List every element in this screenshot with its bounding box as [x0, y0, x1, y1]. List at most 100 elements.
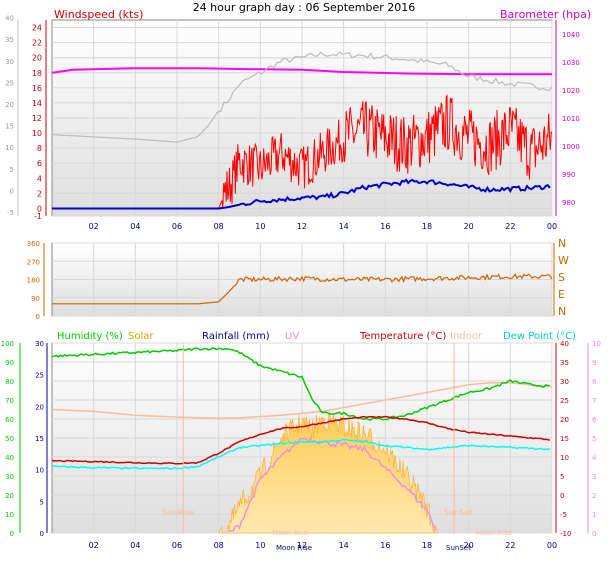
wind-tick: 24 — [32, 24, 42, 33]
dir-compass-label: W — [558, 254, 569, 267]
humidity-tick: 50 — [5, 435, 14, 443]
uv-tick: 8 — [592, 378, 596, 386]
humidity-tick: 60 — [5, 416, 14, 424]
moonrise-label-2: Moon Rise — [476, 529, 512, 537]
indoor-line — [51, 382, 553, 419]
wind-tick: 14 — [32, 99, 42, 108]
dir-tick: 360 — [27, 240, 40, 248]
x-tick: 02 — [89, 541, 99, 550]
uv-tick: 4 — [592, 454, 597, 462]
gust-line — [51, 51, 553, 143]
humidity-tick: 30 — [5, 473, 14, 481]
dewpoint-line — [51, 438, 551, 470]
legend-dewpoint: Dew Point (°C) — [503, 331, 576, 342]
baro-tick: 1020 — [562, 87, 580, 95]
dir-tick: 0 — [36, 313, 40, 321]
x-tick: 04 — [130, 541, 140, 550]
sunrise-label: SunRise — [162, 508, 194, 517]
legend-humidity: Humidity (%) — [57, 331, 123, 342]
legend-temperature: Temperature (°C) — [359, 331, 446, 342]
temp-tick: 40 — [560, 340, 569, 348]
temp-tick: 15 — [560, 435, 569, 443]
uv-tick: 3 — [592, 473, 596, 481]
x-tick: 02 — [89, 222, 99, 231]
humidity-tick: 70 — [5, 397, 14, 405]
dir-compass-label: S — [558, 271, 565, 284]
x-tick: 14 — [339, 541, 349, 550]
x-tick: 18 — [422, 541, 432, 550]
wind-tick: 12 — [32, 114, 42, 123]
sunset-label: SunSet — [444, 508, 472, 517]
x-tick: 12 — [297, 222, 307, 231]
wind-tick: 8 — [37, 144, 42, 153]
baro-title: Barometer (hpa) — [500, 8, 591, 21]
x-tick: 16 — [380, 541, 390, 550]
wind-direction-line — [52, 272, 553, 305]
wind-tick: 6 — [37, 159, 42, 168]
humidity-tick: 10 — [5, 511, 14, 519]
rain-tick: 10 — [35, 467, 44, 475]
uv-tick: 1 — [592, 511, 596, 519]
uv-tick: 0 — [592, 530, 596, 538]
x-tick: 04 — [130, 222, 140, 231]
wind-tick: 18 — [32, 69, 42, 78]
temperature-line — [51, 415, 551, 465]
uv-tick: 7 — [592, 397, 596, 405]
gust-tick: 5 — [10, 166, 14, 174]
dir-compass-label: N — [558, 305, 566, 318]
uv-tick: 9 — [592, 359, 596, 367]
humidity-tick: 90 — [5, 359, 14, 367]
wind-tick: -1 — [34, 212, 42, 221]
temp-tick: 10 — [560, 454, 569, 462]
x-tick: 10 — [255, 222, 265, 231]
wind-tick: 2 — [37, 189, 42, 198]
x-tick: 20 — [464, 222, 474, 231]
baro-tick: 1010 — [562, 115, 580, 123]
x-tick: 06 — [172, 541, 182, 550]
temp-tick: 5 — [560, 473, 564, 481]
gust-tick: 0 — [10, 187, 14, 195]
humidity-tick: 80 — [5, 378, 14, 386]
wind-tick: 20 — [32, 54, 42, 63]
dir-compass-label: N — [558, 237, 566, 250]
temp-tick: 25 — [560, 397, 569, 405]
rain-tick: 20 — [35, 403, 44, 411]
dir-tick: 270 — [27, 258, 40, 266]
x-tick: 22 — [505, 222, 515, 231]
uv-tick: 6 — [592, 416, 597, 424]
x-tick: 10 — [255, 541, 265, 550]
humidity-tick: 0 — [10, 530, 14, 538]
gust-tick: 35 — [5, 36, 14, 44]
x-tick: 06 — [172, 222, 182, 231]
gust-tick: 40 — [5, 15, 14, 23]
x-tick: 20 — [464, 541, 474, 550]
temp-tick: -5 — [560, 511, 567, 519]
uv-tick: 10 — [592, 340, 601, 348]
baro-tick: 980 — [562, 199, 575, 207]
uv-tick: 2 — [592, 492, 596, 500]
moonrise-bottom-label: Moon Rise — [276, 544, 312, 552]
temperature-panel: Humidity (%) Solar Rainfall (mm) UV Temperat… — [1, 331, 601, 552]
x-tick: 22 — [505, 541, 515, 550]
uv-line — [228, 437, 436, 533]
dir-compass-label: E — [558, 288, 565, 301]
solar-area — [218, 410, 438, 534]
gust-tick: -5 — [7, 209, 14, 217]
gust-tick: 20 — [5, 101, 14, 109]
wind-tick: 22 — [32, 39, 42, 48]
wind-title: Windspeed (kts) — [54, 8, 143, 21]
legend-rainfall: Rainfall (mm) — [202, 331, 270, 342]
legend-solar: Solar — [128, 331, 154, 342]
humidity-tick: 40 — [5, 454, 14, 462]
temp-tick: 30 — [560, 378, 569, 386]
baro-line — [51, 67, 552, 76]
wind-baro-panel: -1024681012141618202224-5051015202530354… — [5, 8, 591, 231]
wind-tick: 0 — [37, 204, 42, 213]
gust-tick: 30 — [5, 58, 14, 66]
humidity-tick: 20 — [5, 492, 14, 500]
humidity-line — [51, 347, 550, 421]
wind-tick: 4 — [37, 174, 42, 183]
